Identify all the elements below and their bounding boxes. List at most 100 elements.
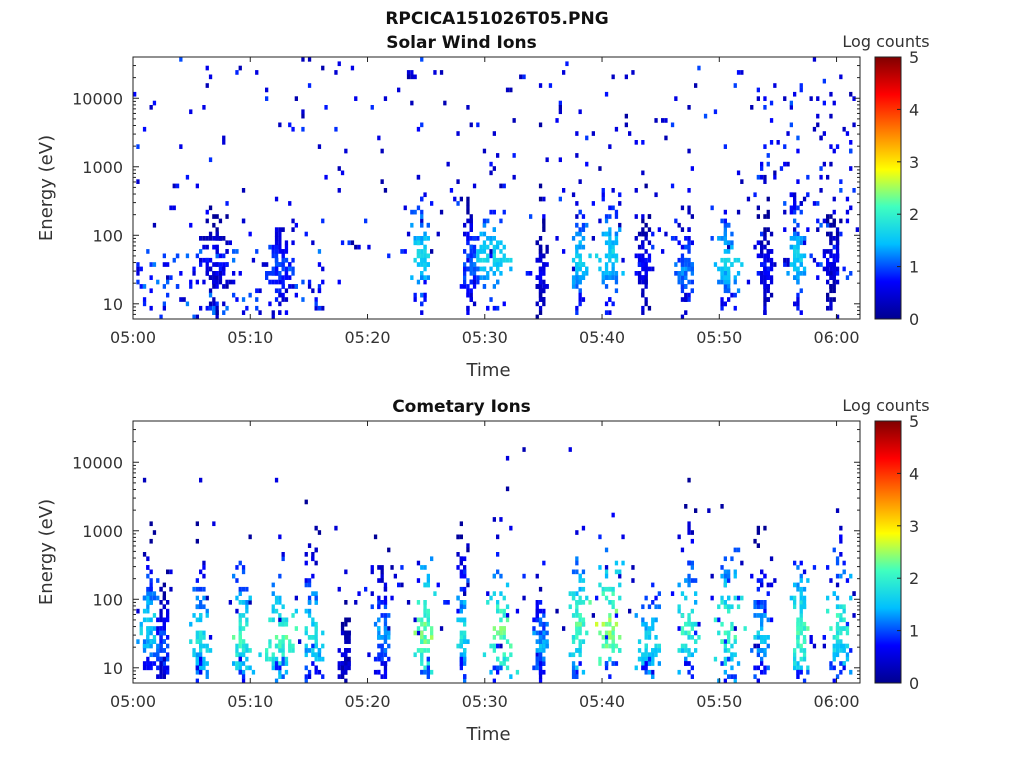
data-cell: [232, 257, 236, 263]
data-cell: [670, 236, 675, 241]
data-cell: [608, 275, 612, 280]
data-cell: [581, 214, 586, 219]
data-cell: [723, 288, 727, 294]
data-cell: [291, 240, 295, 246]
data-cell: [245, 608, 249, 614]
data-cell: [680, 257, 685, 263]
data-cell: [637, 231, 642, 237]
data-cell: [430, 556, 434, 562]
data-cell: [585, 630, 589, 636]
data-cell: [281, 604, 285, 610]
data-cell: [829, 661, 833, 666]
data-cell: [614, 126, 619, 132]
data-cell: [760, 161, 764, 167]
data-cell: [423, 244, 427, 250]
y-tick-label: 100: [92, 590, 123, 609]
colorbar-tick-label: 4: [909, 464, 919, 483]
data-cell: [829, 262, 833, 267]
data-cell: [294, 595, 298, 601]
data-cell: [647, 630, 652, 636]
data-cell: [684, 266, 688, 272]
data-cell: [472, 249, 477, 254]
data-cell: [241, 569, 246, 575]
data-cell: [816, 201, 820, 206]
data-cell: [139, 630, 143, 636]
data-cell: [545, 643, 549, 649]
data-cell: [538, 617, 543, 623]
data-cell: [806, 665, 810, 671]
data-cell: [608, 271, 612, 276]
data-cell: [238, 665, 242, 671]
data-cell: [466, 543, 470, 548]
data-cell: [694, 639, 698, 644]
data-cell: [344, 665, 348, 671]
data-cell: [578, 262, 582, 267]
data-cell: [496, 240, 500, 246]
data-cell: [199, 617, 203, 623]
data-cell: [410, 100, 414, 106]
data-cell: [281, 297, 285, 302]
data-cell: [383, 626, 388, 631]
data-cell: [694, 83, 698, 88]
data-cell: [727, 288, 731, 294]
data-cell: [241, 674, 246, 679]
data-cell: [472, 275, 477, 280]
data-cell: [647, 656, 652, 662]
data-cell: [736, 271, 741, 276]
data-cell: [149, 626, 153, 631]
data-cell: [829, 271, 833, 276]
data-cell: [535, 661, 539, 666]
data-cell: [832, 643, 836, 649]
data-cell: [505, 617, 510, 623]
data-cell: [202, 236, 206, 241]
data-cell: [690, 271, 694, 276]
data-cell: [281, 621, 285, 627]
data-cell: [492, 249, 496, 254]
data-cell: [413, 236, 417, 241]
data-cell: [548, 83, 553, 88]
data-cell: [459, 643, 463, 649]
data-cell: [687, 621, 691, 627]
data-cell: [238, 591, 242, 596]
data-cell: [571, 569, 576, 575]
data-cell: [690, 279, 694, 285]
data-cell: [281, 643, 285, 649]
data-cell: [826, 257, 830, 263]
data-cell: [578, 621, 582, 627]
data-cell: [608, 257, 612, 263]
data-cell: [278, 231, 282, 237]
data-cell: [383, 617, 388, 623]
data-cell: [727, 244, 731, 250]
data-cell: [281, 284, 285, 289]
data-cell: [284, 635, 289, 640]
data-cell: [463, 284, 467, 289]
data-cell: [142, 552, 147, 557]
data-cell: [644, 297, 648, 302]
data-cell: [245, 621, 249, 627]
data-cell: [822, 100, 826, 106]
data-cell: [215, 227, 219, 232]
data-cell: [575, 591, 579, 596]
data-cell: [723, 556, 727, 562]
data-cell: [783, 161, 787, 167]
data-cell: [694, 630, 698, 636]
data-cell: [796, 626, 800, 631]
data-cell: [228, 240, 232, 246]
data-cell: [832, 244, 836, 250]
data-cell: [538, 630, 543, 636]
data-cell: [578, 292, 582, 298]
data-cell: [760, 661, 764, 666]
data-cell: [208, 231, 213, 237]
data-cell: [720, 275, 724, 280]
data-cell: [459, 635, 463, 640]
data-cell: [595, 253, 599, 259]
data-cell: [535, 284, 539, 289]
data-cell: [271, 652, 275, 658]
data-cell: [400, 582, 404, 588]
data-cell: [832, 148, 836, 154]
data-cell: [146, 595, 150, 601]
data-cell: [205, 674, 209, 679]
data-cell: [839, 179, 843, 184]
data-cell: [835, 271, 840, 276]
data-cell: [601, 591, 605, 596]
